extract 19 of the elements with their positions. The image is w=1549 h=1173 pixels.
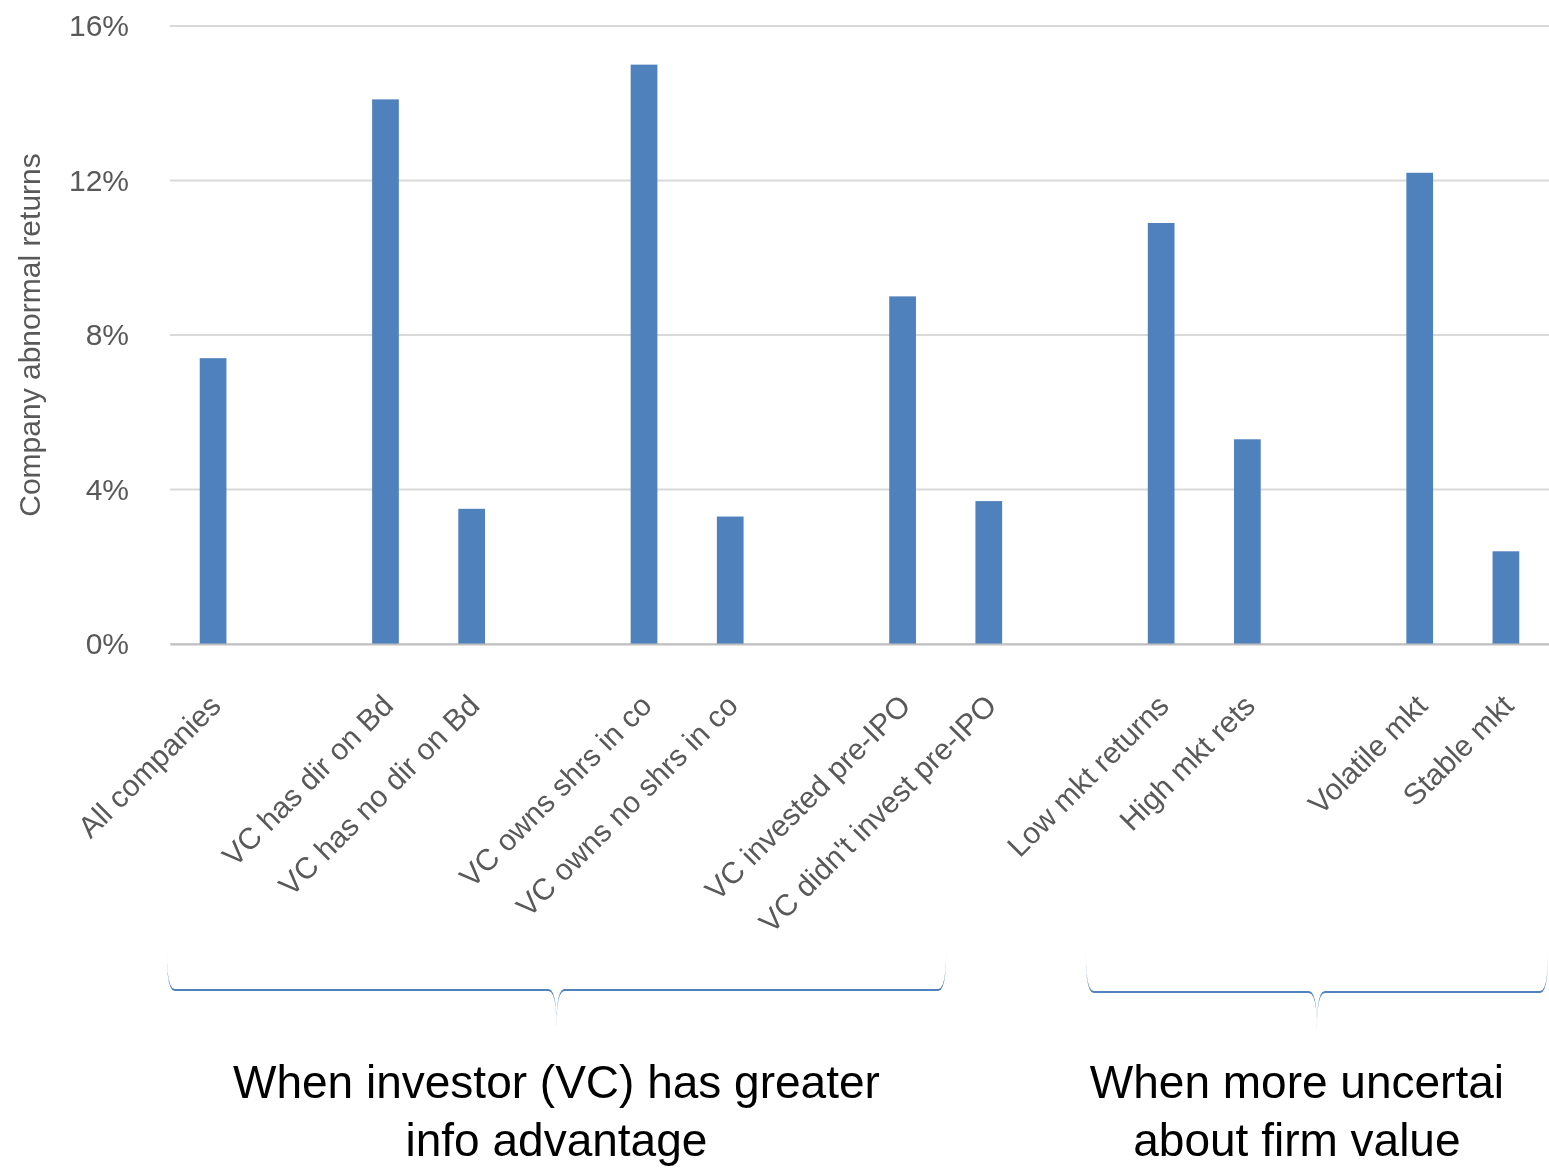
- bar: [630, 64, 658, 644]
- text: When investor (VC) has greater info advantage: [233, 1056, 880, 1166]
- bar: [1147, 222, 1175, 644]
- y-axis-title: Company abnormal returns: [13, 153, 46, 517]
- bar: [458, 508, 486, 644]
- y-tick-label: 12%: [68, 163, 129, 197]
- text: When more uncertai about firm value: [1089, 1056, 1504, 1166]
- y-tick-label: 0%: [85, 627, 129, 661]
- bar: [975, 501, 1003, 644]
- bar: [889, 296, 916, 644]
- y-tick-label: 16%: [68, 9, 129, 43]
- bar: [1406, 172, 1434, 644]
- y-tick-label: 8%: [85, 318, 129, 352]
- bar: [199, 358, 227, 644]
- y-tick-label: 4%: [85, 472, 129, 506]
- bar: [1492, 551, 1520, 644]
- bar: [372, 99, 399, 644]
- bar: [1233, 439, 1261, 644]
- bar: [716, 516, 744, 644]
